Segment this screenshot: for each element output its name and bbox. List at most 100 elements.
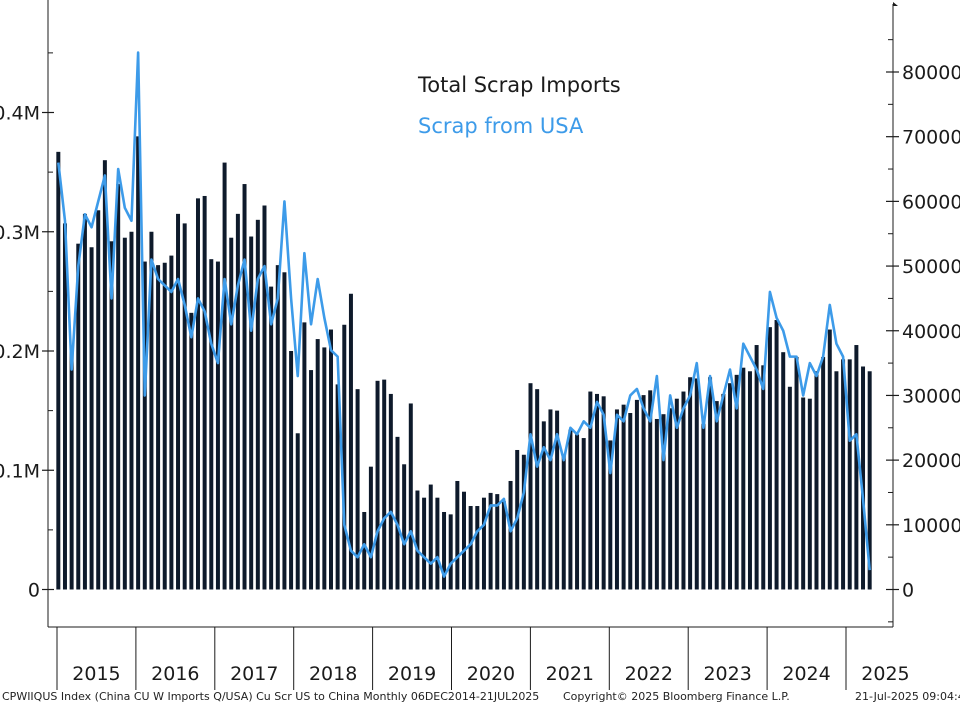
bar-17 <box>169 255 174 590</box>
bar-64 <box>481 497 486 590</box>
bar-9 <box>116 184 121 590</box>
bar-122 <box>867 371 872 590</box>
bar-30 <box>255 219 260 590</box>
bar-113 <box>807 398 812 590</box>
axes: 0 0.1M 0.2M 0.3M 0.4M 0 10000 20000 30000 40000 50… <box>0 0 960 690</box>
bar-61 <box>462 491 466 590</box>
bar-16 <box>162 262 167 590</box>
right-axis-arrow <box>893 2 898 6</box>
bar-18 <box>176 213 181 590</box>
year-label-2020: 2020 <box>467 663 515 685</box>
bar-73 <box>541 421 546 590</box>
bar-82 <box>601 396 606 590</box>
scrap-from-usa-line <box>57 51 871 578</box>
bar-55 <box>422 497 427 590</box>
bar-22 <box>202 195 207 590</box>
bar-3 <box>76 243 81 590</box>
bar-71 <box>528 383 533 590</box>
bar-6 <box>96 210 101 590</box>
left-tick-label-3: 0.3M <box>0 222 40 244</box>
bar-105 <box>754 345 759 590</box>
bar-25 <box>222 162 227 590</box>
line-series <box>57 51 871 578</box>
bar-99 <box>714 401 719 590</box>
bar-60 <box>455 480 460 590</box>
bar-35 <box>289 351 294 590</box>
bar-70 <box>521 454 526 590</box>
bar-76 <box>561 454 566 590</box>
bar-63 <box>475 506 480 590</box>
year-label-2023: 2023 <box>703 663 751 685</box>
legend: Total Scrap Imports Scrap from USA <box>417 73 621 138</box>
legend-total-scrap: Total Scrap Imports <box>417 73 621 97</box>
bar-54 <box>415 490 420 590</box>
year-label-2016: 2016 <box>151 663 199 685</box>
bar-43 <box>342 324 347 590</box>
bar-28 <box>242 184 247 590</box>
bar-38 <box>309 370 314 590</box>
left-tick-label-0: 0 <box>28 580 40 602</box>
bar-29 <box>249 236 254 590</box>
bar-92 <box>668 408 673 590</box>
bar-77 <box>568 429 573 590</box>
bar-48 <box>375 380 380 590</box>
bar-0 <box>56 151 61 590</box>
bar-97 <box>701 423 706 590</box>
bar-1 <box>62 223 67 590</box>
footer-timestamp: 21-Jul-2025 09:04:43 <box>855 690 960 703</box>
bar-117 <box>834 371 839 590</box>
bar-50 <box>388 393 393 590</box>
left-tick-label-4: 0.4M <box>0 103 40 125</box>
bar-21 <box>195 198 200 590</box>
bar-96 <box>694 378 699 590</box>
bar-42 <box>335 384 340 590</box>
bar-89 <box>648 390 653 590</box>
year-label-2015: 2015 <box>72 663 120 685</box>
bar-13 <box>142 261 147 590</box>
bar-33 <box>275 265 280 590</box>
bar-44 <box>348 293 353 590</box>
bar-66 <box>495 494 500 590</box>
bar-112 <box>801 397 806 590</box>
left-tick-label-1: 0.1M <box>0 460 40 482</box>
bar-72 <box>535 389 540 590</box>
bar-94 <box>681 391 686 590</box>
bar-115 <box>821 356 826 590</box>
bar-121 <box>861 366 866 590</box>
bar-8 <box>109 241 114 590</box>
bar-111 <box>794 356 799 590</box>
bar-68 <box>508 480 513 590</box>
year-label-2025: 2025 <box>861 663 909 685</box>
bar-120 <box>854 345 859 590</box>
bar-110 <box>787 386 792 590</box>
right-tick-label-7: 70000 <box>902 127 960 149</box>
bar-31 <box>262 205 267 590</box>
bar-57 <box>435 497 440 590</box>
bar-108 <box>774 320 779 590</box>
right-tick-label-0: 0 <box>902 580 914 602</box>
right-tick-label-4: 40000 <box>902 321 960 343</box>
chart-canvas: 0 0.1M 0.2M 0.3M 0.4M 0 10000 20000 30000 40000 50… <box>0 0 960 690</box>
bar-85 <box>621 404 626 590</box>
bar-116 <box>827 329 832 590</box>
bar-86 <box>628 413 633 590</box>
bar-47 <box>368 466 373 590</box>
bar-98 <box>708 377 713 590</box>
bar-40 <box>322 347 327 590</box>
bar-27 <box>235 213 240 590</box>
bar-109 <box>781 352 786 590</box>
bar-15 <box>156 265 161 590</box>
left-tick-label-2: 0.2M <box>0 341 40 363</box>
right-tick-label-3: 30000 <box>902 385 960 407</box>
bar-65 <box>488 492 493 590</box>
year-label-2019: 2019 <box>388 663 436 685</box>
bar-52 <box>402 464 407 590</box>
year-label-2021: 2021 <box>546 663 594 685</box>
bar-series <box>56 136 872 590</box>
bar-103 <box>741 367 746 590</box>
bar-58 <box>442 511 447 590</box>
year-label-2018: 2018 <box>309 663 357 685</box>
right-tick-label-2: 20000 <box>902 450 960 472</box>
footer-copyright: Copyright© 2025 Bloomberg Finance L.P. <box>563 690 790 703</box>
bar-5 <box>89 247 94 590</box>
